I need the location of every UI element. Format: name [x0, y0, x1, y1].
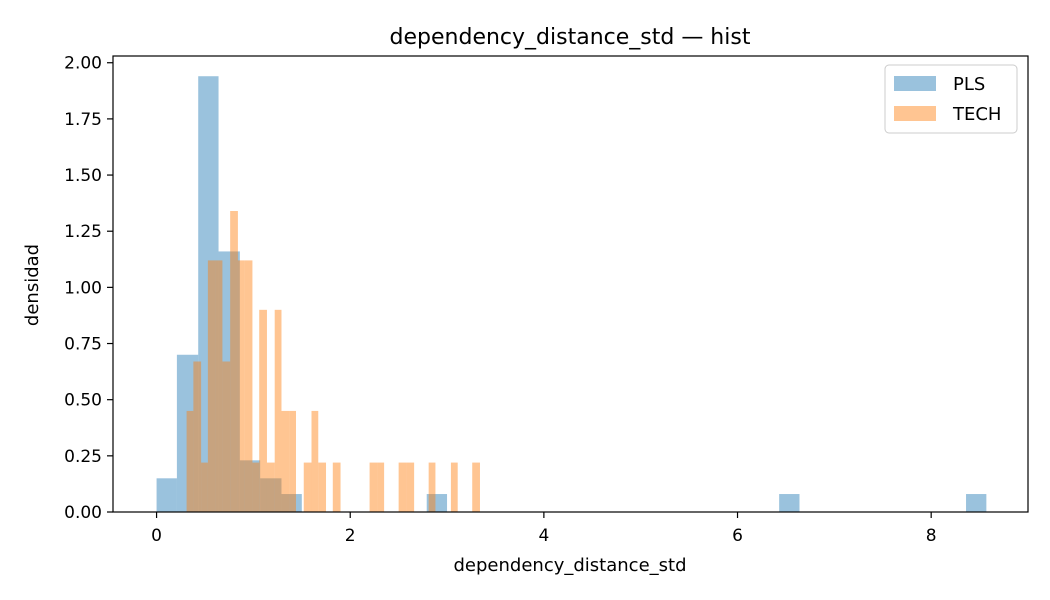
- bar-tech-12: [274, 309, 282, 512]
- bar-tech-13: [281, 410, 290, 512]
- x-tick-label: 6: [732, 526, 743, 546]
- y-tick-label: 1.25: [64, 222, 102, 242]
- bar-tech-14: [289, 410, 296, 512]
- y-tick-label: 2.00: [64, 54, 102, 74]
- bar-tech-20: [377, 462, 385, 512]
- bar-tech-16: [311, 410, 319, 512]
- bar-tech-5: [222, 361, 231, 512]
- legend-swatch-tech: [894, 106, 936, 121]
- bar-pls-2: [198, 76, 219, 512]
- bar-pls-7: [426, 494, 448, 512]
- bar-tech-21: [398, 462, 407, 512]
- y-tick-label: 0.50: [64, 391, 102, 411]
- bar-tech-15: [303, 462, 312, 512]
- legend-box: [884, 64, 1018, 134]
- bar-tech-23: [428, 462, 436, 512]
- x-tick-label: 0: [151, 526, 162, 546]
- y-axis-label: densidad: [22, 244, 43, 326]
- bar-tech-7: [237, 260, 245, 512]
- bar-tech-8: [244, 260, 253, 512]
- y-tick-label: 0.00: [64, 503, 102, 523]
- bar-tech-3: [207, 260, 216, 512]
- bar-tech-1: [193, 361, 202, 512]
- y-tick-label: 0.25: [64, 447, 102, 467]
- bar-pls-8: [779, 494, 800, 512]
- x-axis-label: dependency_distance_std: [454, 555, 687, 576]
- bar-tech-6: [230, 211, 238, 512]
- bar-pls-4: [239, 460, 261, 512]
- legend: PLS TECH: [884, 64, 1018, 134]
- y-tick-label: 1.50: [64, 166, 102, 186]
- bar-tech-19: [369, 462, 378, 512]
- x-tick-label: 8: [926, 526, 937, 546]
- legend-label-tech: TECH: [952, 104, 1001, 125]
- bar-tech-17: [318, 462, 327, 512]
- bar-tech-18: [332, 462, 341, 512]
- bar-pls-0: [156, 478, 177, 512]
- bar-tech-4: [215, 260, 223, 512]
- bars-group: [156, 76, 987, 512]
- bar-pls-5: [260, 478, 282, 512]
- bar-pls-3: [218, 251, 240, 512]
- axes-group: 0 2 4 6 8 0.00 0.25 0.50 0.75 1.00 1.25 1.50 1.75 2.0…: [64, 54, 1029, 546]
- bar-tech-22: [406, 462, 415, 512]
- bar-tech-2: [201, 462, 208, 512]
- bar-pls-6: [281, 494, 302, 512]
- legend-swatch-pls: [894, 76, 936, 91]
- y-tick-label: 1.75: [64, 110, 102, 130]
- bar-tech-25: [472, 462, 480, 512]
- legend-label-pls: PLS: [953, 74, 985, 95]
- bar-tech-10: [259, 309, 267, 512]
- y-tick-label: 0.75: [64, 335, 102, 355]
- bar-tech-9: [252, 462, 260, 512]
- x-tick-label: 4: [538, 526, 549, 546]
- plot-frame: [112, 55, 1029, 513]
- bar-pls-1: [176, 354, 199, 512]
- bar-tech-0: [186, 410, 194, 512]
- y-tick-label: 1.00: [64, 278, 102, 298]
- bar-tech-11: [266, 462, 275, 512]
- chart-title: dependency_distance_std — hist: [390, 25, 751, 50]
- bar-tech-24: [450, 462, 458, 512]
- x-tick-label: 2: [345, 526, 356, 546]
- bar-pls-9: [966, 494, 987, 512]
